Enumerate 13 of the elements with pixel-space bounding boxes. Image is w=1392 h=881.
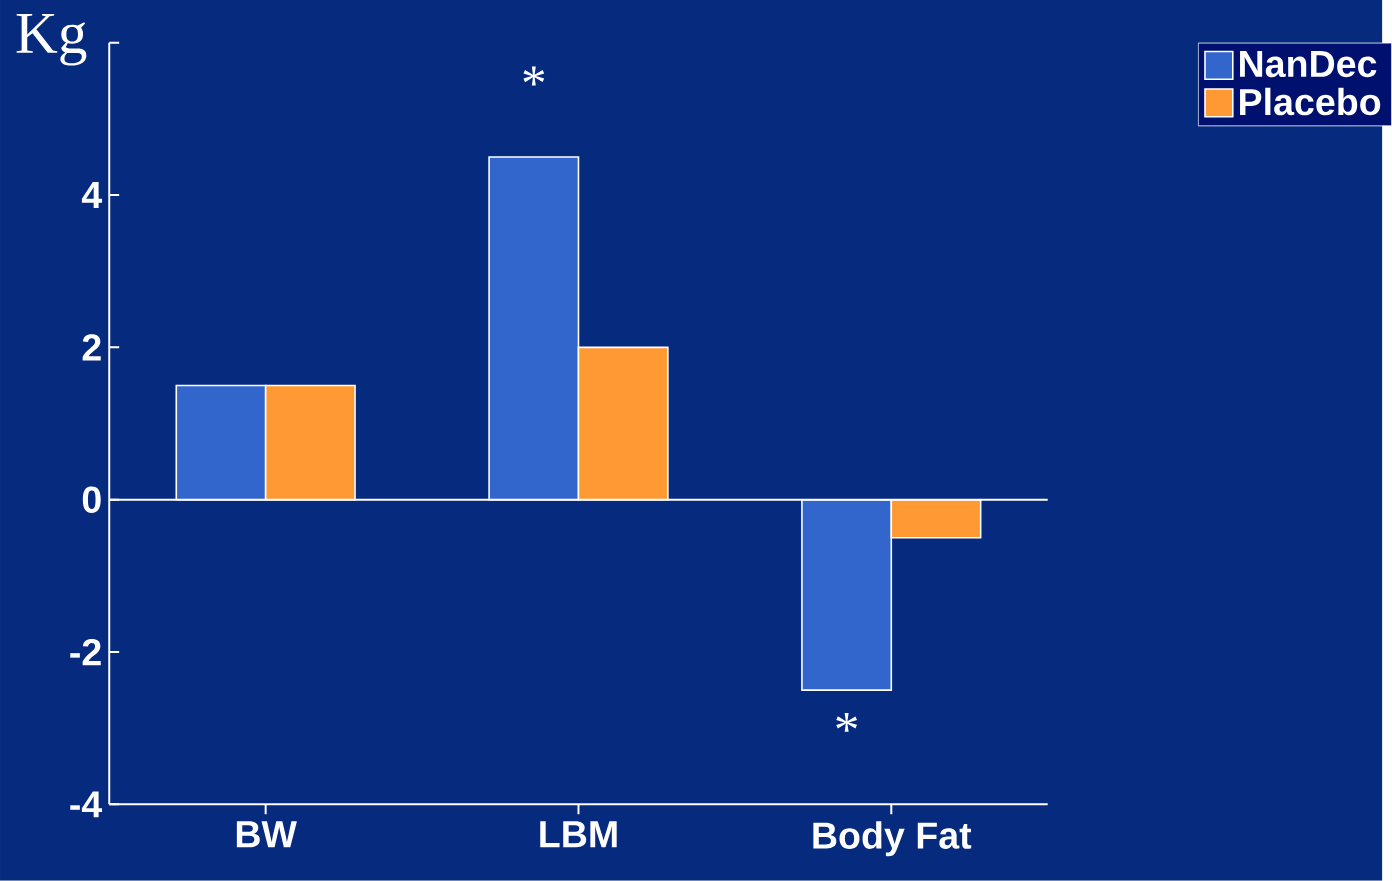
y-tick-label: -4 — [70, 791, 103, 818]
x-tick-label: LBM — [540, 821, 617, 848]
y-tick-label: -2 — [70, 638, 101, 666]
annotation: * — [523, 66, 545, 86]
x-tick-label: BW — [236, 821, 297, 848]
legend-label: Placebo — [1240, 87, 1381, 116]
y-tick-label: 4 — [81, 182, 103, 209]
y-axis-title: Kg — [16, 13, 87, 66]
y-tick-label: 2 — [82, 334, 101, 361]
y-tick-label: 0 — [82, 486, 101, 514]
annotation: * — [836, 713, 858, 732]
legend-label: NanDec — [1240, 51, 1377, 78]
x-tick-label: Body Fat — [813, 821, 972, 857]
